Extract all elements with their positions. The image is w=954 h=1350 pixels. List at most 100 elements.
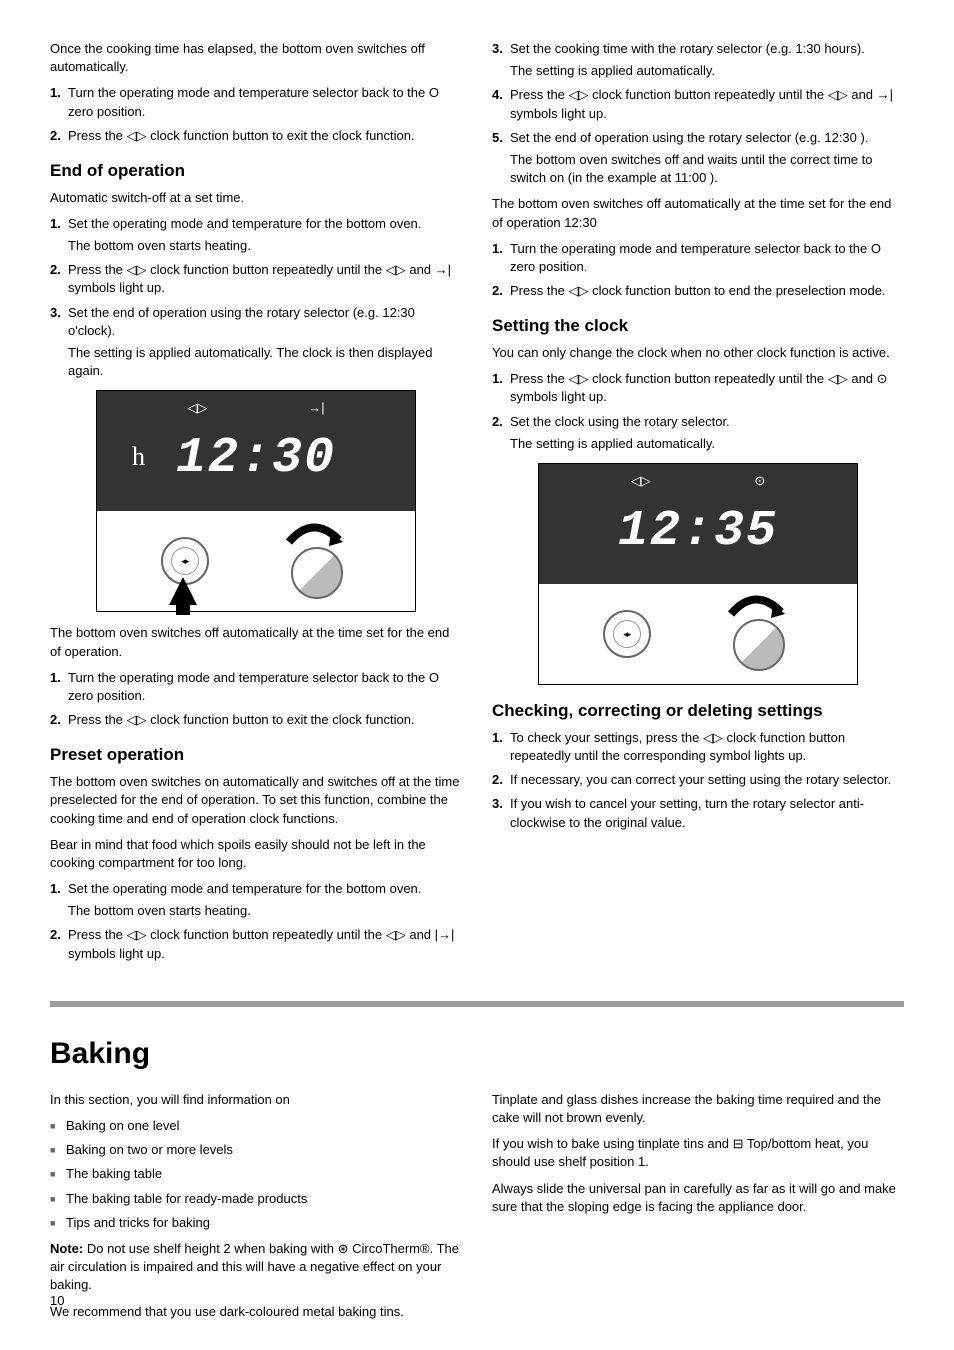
clock-display-figure-1: ◁▷ →| h 12:30 ◂▸ bbox=[96, 390, 416, 612]
list-item: The baking table for ready-made products bbox=[50, 1190, 462, 1208]
list-item: Tips and tricks for baking bbox=[50, 1214, 462, 1232]
step: Turn the operating mode and temperature … bbox=[50, 84, 462, 120]
col2-top-steps: Set the cooking time with the rotary sel… bbox=[492, 40, 904, 187]
baking-col2-p2: If you wish to bake using tinplate tins … bbox=[492, 1135, 904, 1171]
step-sub: The setting is applied automatically. bbox=[510, 435, 904, 453]
clock-function-icon: ◁▷ bbox=[187, 399, 207, 417]
clock-display-figure-2: ◁▷ ⊙ 12:35 ◂▸ bbox=[538, 463, 858, 685]
time-readout: 12:30 bbox=[176, 424, 336, 494]
display-panel: ◁▷ ⊙ 12:35 bbox=[539, 464, 857, 584]
end-time-icon: →| bbox=[308, 399, 324, 417]
step: Set the end of operation using the rotar… bbox=[492, 129, 904, 188]
step-text: Press the ◁▷ clock function button to ex… bbox=[68, 128, 415, 143]
list-item: Baking on two or more levels bbox=[50, 1141, 462, 1159]
step-text: Press the ◁▷ clock function button repea… bbox=[510, 87, 893, 120]
step-text: Press the ◁▷ clock function button repea… bbox=[510, 371, 888, 404]
baking-intro: In this section, you will find informati… bbox=[50, 1091, 462, 1109]
col2-after-text: The bottom oven switches off automatical… bbox=[492, 195, 904, 231]
controls-panel: ◂▸ bbox=[539, 584, 857, 684]
list-item: Baking on one level bbox=[50, 1117, 462, 1135]
step-sub: The setting is applied automatically. Th… bbox=[68, 344, 462, 380]
press-arrow-icon bbox=[169, 577, 197, 605]
preset-text-1: The bottom oven switches on automaticall… bbox=[50, 773, 462, 828]
mini-arrows-icon: ◂▸ bbox=[181, 555, 188, 568]
step: Press the ◁▷ clock function button to ex… bbox=[50, 127, 462, 145]
end-operation-steps-a: Set the operating mode and temperature f… bbox=[50, 215, 462, 381]
step-sub: The bottom oven starts heating. bbox=[68, 902, 462, 920]
step: If you wish to cancel your setting, turn… bbox=[492, 795, 904, 831]
step-sub: The setting is applied automatically. bbox=[510, 62, 904, 80]
clock-function-icon: ◁▷ bbox=[631, 472, 651, 490]
checking-steps: To check your settings, press the ◁▷ clo… bbox=[492, 729, 904, 832]
baking-heading: Baking bbox=[50, 1033, 904, 1075]
step-text: If you wish to cancel your setting, turn… bbox=[510, 796, 864, 829]
clock-icon: ⊙ bbox=[754, 472, 765, 490]
intro-text: Once the cooking time has elapsed, the b… bbox=[50, 40, 462, 76]
preset-text-2: Bear in mind that food which spoils easi… bbox=[50, 836, 462, 872]
step-sub: The bottom oven switches off and waits u… bbox=[510, 151, 904, 187]
section-divider: Baking In this section, you will find in… bbox=[50, 1001, 904, 1329]
note-text: Do not use shelf height 2 when baking wi… bbox=[50, 1241, 459, 1292]
end-operation-steps-b: Turn the operating mode and temperature … bbox=[50, 669, 462, 730]
step-text: Press the ◁▷ clock function button repea… bbox=[68, 262, 451, 295]
step: Press the ◁▷ clock function button repea… bbox=[50, 261, 462, 297]
rotate-arrow-icon bbox=[281, 522, 346, 550]
list-item: The baking table bbox=[50, 1165, 462, 1183]
intro-steps: Turn the operating mode and temperature … bbox=[50, 84, 462, 145]
step: Press the ◁▷ clock function button repea… bbox=[50, 926, 462, 962]
note-label: Note: bbox=[50, 1241, 83, 1256]
function-knob-icon: ◂▸ bbox=[603, 610, 651, 658]
setting-clock-lead: You can only change the clock when no ot… bbox=[492, 344, 904, 362]
step: Turn the operating mode and temperature … bbox=[50, 669, 462, 705]
rotary-knob-icon bbox=[291, 547, 343, 599]
col2-steps-b: Turn the operating mode and temperature … bbox=[492, 240, 904, 301]
step-text: Press the ◁▷ clock function button to en… bbox=[510, 283, 886, 298]
lead-text: Automatic switch-off at a set time. bbox=[50, 189, 462, 207]
after-figure-text: The bottom oven switches off automatical… bbox=[50, 624, 462, 660]
rotary-knob-wrap bbox=[718, 596, 793, 671]
step: Set the operating mode and temperature f… bbox=[50, 215, 462, 255]
end-of-operation-heading: End of operation bbox=[50, 159, 462, 183]
step-sub: The bottom oven starts heating. bbox=[68, 237, 462, 255]
step-text: Turn the operating mode and temperature … bbox=[68, 85, 439, 118]
step-text: Turn the operating mode and temperature … bbox=[68, 670, 439, 703]
step-text: Set the end of operation using the rotar… bbox=[510, 130, 868, 145]
step: Press the ◁▷ clock function button repea… bbox=[492, 86, 904, 122]
baking-col2-p3: Always slide the universal pan in carefu… bbox=[492, 1180, 904, 1216]
setting-clock-heading: Setting the clock bbox=[492, 314, 904, 338]
setting-clock-steps: Press the ◁▷ clock function button repea… bbox=[492, 370, 904, 453]
rotate-arrow-icon bbox=[723, 594, 788, 622]
preset-operation-heading: Preset operation bbox=[50, 743, 462, 767]
step: Set the cooking time with the rotary sel… bbox=[492, 40, 904, 80]
step-text: Set the operating mode and temperature f… bbox=[68, 881, 421, 896]
baking-col2-p1: Tinplate and glass dishes increase the b… bbox=[492, 1091, 904, 1127]
step-text: Set the end of operation using the rotar… bbox=[68, 305, 415, 338]
step-text: If necessary, you can correct your setti… bbox=[510, 772, 891, 787]
step-text: Set the clock using the rotary selector. bbox=[510, 414, 730, 429]
mini-arrows-icon: ◂▸ bbox=[623, 628, 630, 641]
step: If necessary, you can correct your setti… bbox=[492, 771, 904, 789]
display-panel: ◁▷ →| h 12:30 bbox=[97, 391, 415, 511]
time-readout: 12:35 bbox=[618, 497, 778, 567]
h-label: h bbox=[132, 439, 145, 475]
rotary-knob-icon bbox=[733, 619, 785, 671]
step: Press the ◁▷ clock function button to ex… bbox=[50, 711, 462, 729]
baking-recommend: We recommend that you use dark-coloured … bbox=[50, 1303, 462, 1321]
step: Set the operating mode and temperature f… bbox=[50, 880, 462, 920]
preset-steps: Set the operating mode and temperature f… bbox=[50, 880, 462, 963]
step: Press the ◁▷ clock function button to en… bbox=[492, 282, 904, 300]
controls-panel: ◂▸ bbox=[97, 511, 415, 611]
page-number: 10 bbox=[50, 1292, 64, 1310]
step: Set the end of operation using the rotar… bbox=[50, 304, 462, 381]
baking-note: Note: Do not use shelf height 2 when bak… bbox=[50, 1240, 462, 1295]
step-text: Turn the operating mode and temperature … bbox=[510, 241, 881, 274]
step: Press the ◁▷ clock function button repea… bbox=[492, 370, 904, 406]
step-text: Press the ◁▷ clock function button repea… bbox=[68, 927, 454, 960]
rotary-knob-wrap bbox=[276, 524, 351, 599]
step: To check your settings, press the ◁▷ clo… bbox=[492, 729, 904, 765]
step-text: To check your settings, press the ◁▷ clo… bbox=[510, 730, 845, 763]
checking-heading: Checking, correcting or deleting setting… bbox=[492, 699, 904, 723]
baking-bullets: Baking on one level Baking on two or mor… bbox=[50, 1117, 462, 1232]
step-text: Set the cooking time with the rotary sel… bbox=[510, 41, 865, 56]
step-text: Press the ◁▷ clock function button to ex… bbox=[68, 712, 415, 727]
